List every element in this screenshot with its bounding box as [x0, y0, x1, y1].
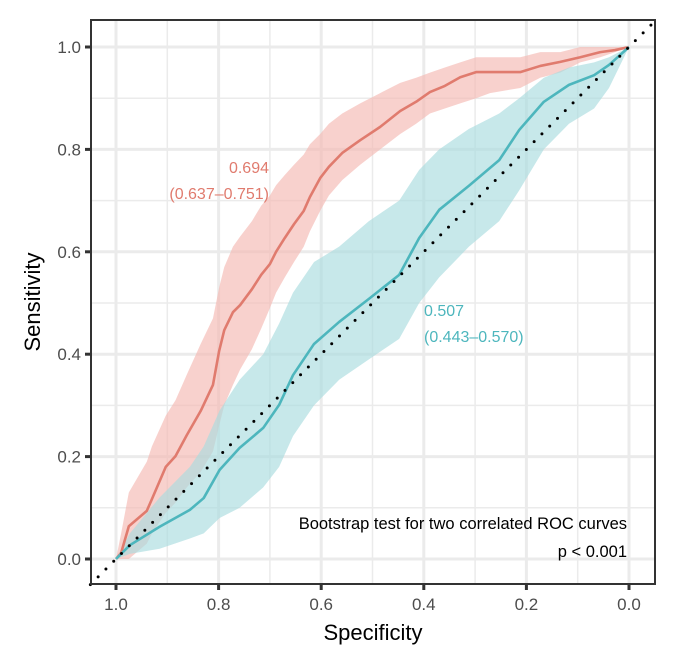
test-annotation: Bootstrap test for two correlated ROC cu… [299, 515, 627, 533]
y-axis-title: Sensitivity [20, 252, 45, 351]
y-tick-label: 0.2 [57, 448, 81, 467]
x-tick-label: 0.2 [515, 595, 539, 614]
x-tick-label: 0.8 [207, 595, 231, 614]
ci-label-model-b: (0.443–0.570) [424, 329, 524, 346]
x-axis-title: Specificity [323, 620, 422, 645]
roc-line-model-a [115, 45, 630, 560]
x-tick-label: 1.0 [104, 595, 128, 614]
reference-diagonal [88, 19, 657, 587]
auc-label-model-a: 0.694 [229, 160, 269, 177]
ci-band-model-b [116, 47, 629, 559]
roc-lines [115, 45, 630, 560]
y-tick-label: 0.8 [57, 140, 81, 159]
y-tick-label: 0.0 [57, 550, 81, 569]
x-tick-label: 0.4 [412, 595, 436, 614]
x-axis: 1.0 0.8 0.6 0.4 0.2 0.0 [104, 584, 641, 614]
auc-label-model-b: 0.507 [424, 303, 464, 320]
y-tick-label: 0.4 [57, 345, 81, 364]
y-axis: 0.0 0.2 0.4 0.6 0.8 1.0 [57, 38, 91, 569]
y-tick-label: 0.6 [57, 243, 81, 262]
p-value-annotation: p < 0.001 [558, 543, 627, 561]
roc-line-model-b [115, 46, 630, 560]
panel-border [90, 19, 656, 585]
x-tick-label: 0.6 [309, 595, 333, 614]
x-tick-label: 0.0 [617, 595, 641, 614]
ci-label-model-a: (0.637–0.751) [169, 186, 269, 203]
y-tick-label: 1.0 [57, 38, 81, 57]
